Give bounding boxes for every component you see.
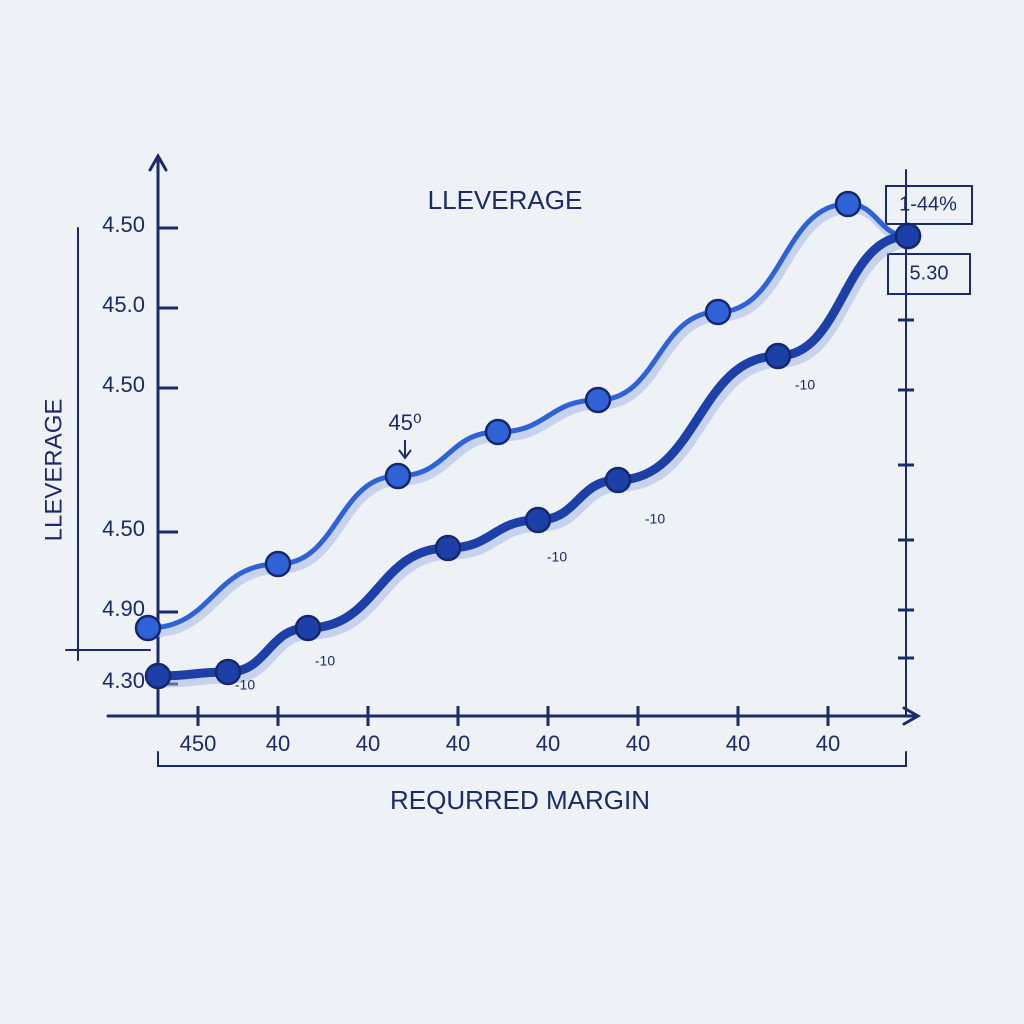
y-tick-label: 4.90 (102, 596, 145, 621)
x-tick-label: 450 (180, 731, 217, 756)
y-tick-label: 45.0 (102, 292, 145, 317)
point (434, 534, 462, 562)
annotation: -10 (645, 511, 665, 527)
x-axis (106, 706, 922, 726)
point (764, 342, 792, 370)
point (704, 298, 732, 326)
point (294, 614, 322, 642)
x-tick-label: 40 (816, 731, 840, 756)
x-tick-label: 40 (446, 731, 470, 756)
x-tick-label: 40 (356, 731, 380, 756)
point (264, 550, 292, 578)
line (153, 231, 913, 681)
annotation: -10 (235, 677, 255, 693)
y-tick-label: 4.50 (102, 372, 145, 397)
bracket (65, 227, 151, 661)
y-tick-label: 4.30 (102, 668, 145, 693)
annotation: -10 (547, 549, 567, 565)
annotation-box (887, 253, 971, 295)
y-axis-label: LLEVERAGE (40, 399, 67, 542)
bracket (157, 751, 907, 767)
point (134, 614, 162, 642)
annotation: -10 (795, 377, 815, 393)
y-tick-label: 4.50 (102, 212, 145, 237)
annotation-box (885, 185, 973, 225)
line-shadow (150, 204, 912, 638)
annotation: 1-44% (899, 193, 957, 215)
point (384, 462, 412, 490)
point (604, 466, 632, 494)
point (584, 386, 612, 414)
line-shadow (160, 234, 912, 688)
point (524, 506, 552, 534)
annotation-arrow (398, 440, 412, 460)
chart-title: LLEVERAGE (428, 185, 583, 215)
line (145, 201, 911, 631)
x-tick-label: 40 (536, 731, 560, 756)
x-tick-label: 40 (626, 731, 650, 756)
x-tick-label: 40 (266, 731, 290, 756)
point (214, 658, 242, 686)
x-tick-label: 40 (726, 731, 750, 756)
annotation: -10 (315, 653, 335, 669)
right-ticks (898, 318, 914, 660)
x-axis-label: REQURRED MARGIN (390, 785, 650, 815)
point (894, 222, 922, 250)
annotation: 5.30 (910, 262, 949, 284)
point (834, 190, 862, 218)
annotation: 45⁰ (388, 410, 421, 435)
point (484, 418, 512, 446)
y-tick-label: 4.50 (102, 516, 145, 541)
point (144, 662, 172, 690)
